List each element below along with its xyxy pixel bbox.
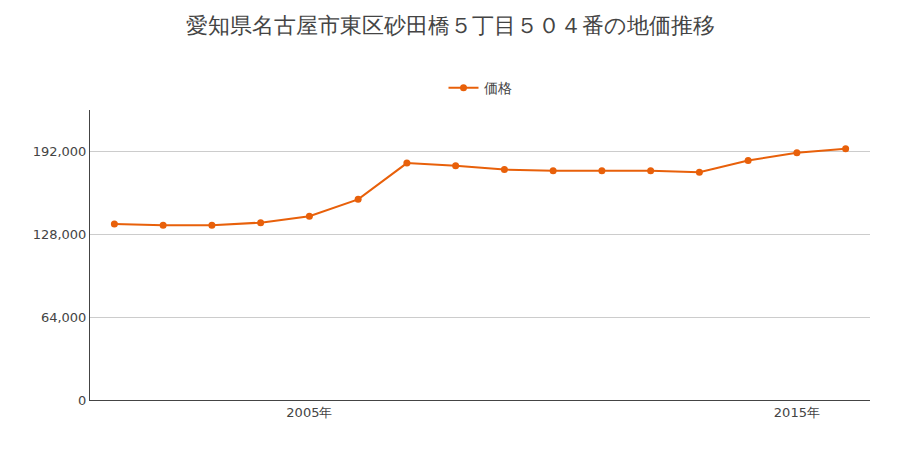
svg-text:愛知県名古屋市東区砂田橋５丁目５０４番の地価推移: 愛知県名古屋市東区砂田橋５丁目５０４番の地価推移 — [186, 13, 715, 38]
svg-text:2015年: 2015年 — [774, 405, 820, 420]
svg-text:0: 0 — [78, 393, 86, 408]
svg-text:2005年: 2005年 — [286, 405, 332, 420]
svg-text:192,000: 192,000 — [33, 144, 87, 159]
svg-text:128,000: 128,000 — [33, 227, 87, 242]
svg-text:価格: 価格 — [484, 80, 512, 96]
svg-text:64,000: 64,000 — [41, 310, 87, 325]
